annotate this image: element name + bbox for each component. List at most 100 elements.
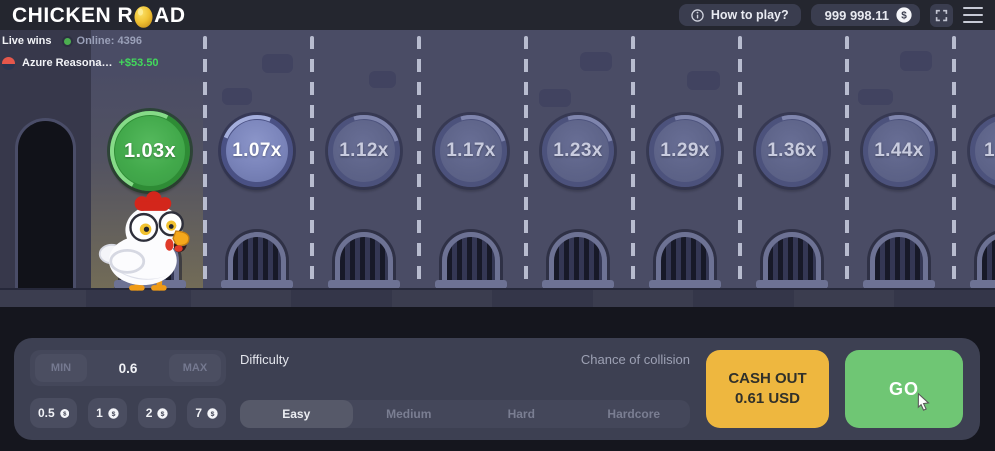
dollar-coin-icon: $	[59, 408, 69, 418]
chance-of-collision-label: Chance of collision	[580, 352, 690, 367]
multiplier-tile: 1.29x	[649, 115, 721, 187]
dollar-coin-icon: $	[108, 407, 119, 419]
multiplier-tile: 1.07x	[221, 115, 293, 187]
player-win-amount: +$53.50	[118, 57, 159, 69]
grate-arch	[977, 232, 995, 281]
curb-segment	[0, 290, 86, 307]
road-curb	[0, 288, 995, 307]
tab-easy[interactable]: Easy	[240, 400, 353, 428]
chicken-character	[97, 188, 207, 298]
svg-text:$: $	[111, 411, 115, 418]
road-patch	[687, 71, 720, 90]
chip-value: 1	[96, 406, 103, 420]
lane-divider-dash	[417, 36, 421, 288]
player-name: Azure Reasona…	[22, 57, 113, 69]
grate-arch	[442, 232, 500, 281]
multiplier-tile: 1.12x	[328, 115, 400, 187]
road-patch	[580, 52, 612, 71]
lane-divider-dash	[310, 36, 314, 288]
svg-text:$: $	[161, 411, 165, 418]
grate-base	[221, 280, 293, 289]
player-avatar	[2, 56, 15, 70]
curb-segment	[894, 290, 995, 307]
bet-column: MIN 0.6 MAX 0.5 $1 $2 $7 $	[30, 350, 226, 428]
multiplier-tile: 1.23x	[542, 115, 614, 187]
live-wins-label: Live wins	[2, 35, 52, 47]
lane-divider-dash	[203, 36, 207, 288]
curb-segment	[85, 290, 191, 307]
quick-bet-chip-2[interactable]: 2 $	[137, 398, 177, 428]
quick-bet-chip-0.5[interactable]: 0.5 $	[30, 398, 78, 428]
curb-segment	[492, 290, 593, 307]
curb-segment	[793, 290, 895, 307]
menu-button[interactable]	[963, 7, 983, 23]
drain-grate	[970, 232, 995, 289]
bet-min-button[interactable]: MIN	[35, 354, 87, 382]
road-patch	[539, 89, 571, 107]
fullscreen-icon	[935, 9, 948, 21]
chip-value: 0.5	[38, 406, 55, 420]
bet-amount-control: MIN 0.6 MAX	[30, 350, 226, 386]
how-to-play-label: How to play?	[710, 8, 789, 22]
online-count: Online: 4396	[76, 35, 142, 47]
multiplier-value: 1.17x	[446, 140, 496, 161]
bet-max-button[interactable]: MAX	[169, 354, 221, 382]
quick-bet-chip-7[interactable]: 7 $	[187, 398, 226, 428]
header: CHICKEN R AD How to play? 999 998.1	[0, 0, 995, 30]
grate-arch	[549, 232, 607, 281]
drain-grate	[649, 232, 721, 289]
multiplier-value: 1.07x	[232, 140, 282, 161]
grate-base	[970, 280, 995, 289]
grate-arch	[763, 232, 821, 281]
chip-value: 7	[195, 406, 203, 420]
grate-arch	[656, 232, 714, 281]
drain-grate	[435, 232, 507, 289]
grate-base	[649, 280, 721, 289]
cash-out-button[interactable]: CASH OUT 0.61 USD	[706, 350, 829, 428]
grate-base	[328, 280, 400, 289]
road-patch	[222, 88, 252, 105]
tab-hardcore[interactable]: Hardcore	[578, 400, 691, 428]
drain-grate	[863, 232, 935, 289]
balance-value: 999 998.11	[824, 7, 889, 23]
quick-bet-chip-1[interactable]: 1 $	[88, 398, 127, 428]
dollar-coin-icon: $	[157, 407, 169, 419]
tab-medium[interactable]: Medium	[353, 400, 466, 428]
live-wins-panel: Live wins Online: 4396 Azure Reasona… +$…	[2, 33, 159, 77]
lane-divider-dash	[631, 36, 635, 288]
lane-divider-dash	[952, 36, 956, 288]
grate-arch	[335, 232, 393, 281]
curb-segment	[391, 290, 493, 307]
drain-grate	[221, 232, 293, 289]
multiplier-value: 1.29x	[660, 140, 710, 161]
fullscreen-button[interactable]	[930, 3, 953, 27]
svg-text:$: $	[63, 411, 67, 417]
multiplier-tile: 1.03x	[110, 111, 190, 191]
multiplier-tile: 1.36x	[756, 115, 828, 187]
how-to-play-button[interactable]: How to play?	[678, 4, 801, 26]
drain-grate	[756, 232, 828, 289]
curb-segment	[693, 290, 794, 307]
multiplier-value: 1.12x	[339, 140, 389, 161]
go-label: GO	[888, 378, 919, 399]
quick-bet-chips: 0.5 $1 $2 $7 $	[30, 398, 226, 428]
bet-amount-value[interactable]: 0.6	[118, 360, 138, 376]
lane-divider-dash	[524, 36, 528, 288]
control-panel: MIN 0.6 MAX 0.5 $1 $2 $7 $ Difficulty Chance…	[14, 338, 980, 440]
difficulty-column: Difficulty Chance of collision Easy Mediu…	[240, 350, 690, 428]
balance-display: 999 998.11 $	[810, 4, 920, 26]
grate-base	[435, 280, 507, 289]
mouse-cursor-icon	[918, 392, 930, 411]
grate-arch	[228, 232, 286, 281]
tab-hard[interactable]: Hard	[465, 400, 578, 428]
go-button[interactable]: GO	[845, 350, 963, 428]
multiplier-tile: 1.17x	[435, 115, 507, 187]
svg-text:$: $	[211, 411, 215, 418]
road-patch	[858, 89, 893, 105]
multiplier-value: 1.44x	[874, 140, 924, 161]
multiplier-value: 1.03x	[123, 139, 177, 162]
cash-out-label: CASH OUT	[728, 369, 807, 387]
drain-grate	[542, 232, 614, 289]
chip-value: 2	[145, 406, 153, 420]
